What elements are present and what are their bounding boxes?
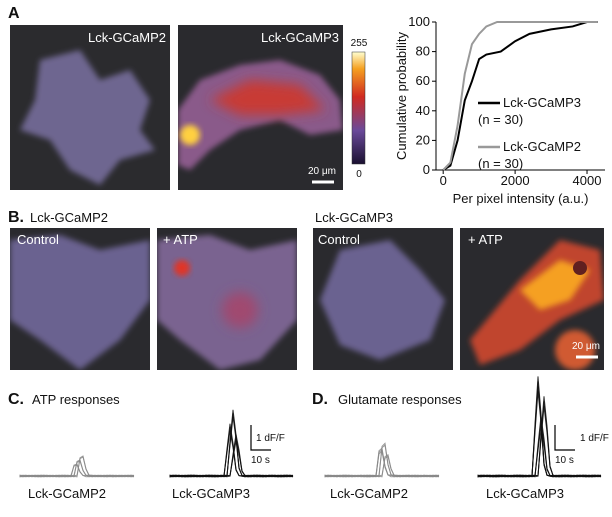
y-tick-label: 40 <box>416 103 430 118</box>
y-tick-label: 100 <box>408 14 430 29</box>
group-label: Lck-GCaMP3 <box>315 210 393 225</box>
y-axis-label: Cumulative probability <box>394 32 409 160</box>
trace <box>324 453 440 478</box>
group-label: Lck-GCaMP2 <box>30 210 108 225</box>
image <box>10 228 150 370</box>
scale-bar <box>554 425 575 451</box>
scale-bar <box>250 425 271 451</box>
image-label: Control <box>318 232 360 247</box>
legend-label: Lck-GCaMP3 <box>503 95 581 110</box>
scale-label: 1 dF/F <box>256 433 285 444</box>
trace <box>477 376 602 478</box>
image <box>157 228 297 370</box>
x-tick-label: 4000 <box>573 173 602 188</box>
y-tick-label: 60 <box>416 73 430 88</box>
trace <box>477 416 602 478</box>
panel-title: ATP responses <box>32 392 120 407</box>
trace <box>169 434 294 478</box>
y-tick-label: 20 <box>416 132 430 147</box>
image-label: + ATP <box>468 232 503 247</box>
x-tick-label: 2000 <box>501 173 530 188</box>
panel-label: A <box>8 5 20 22</box>
image-label: Lck-GCaMP3 <box>261 30 339 45</box>
series-line <box>442 21 598 171</box>
colorbar-min: 0 <box>356 169 362 180</box>
trace <box>324 447 440 478</box>
panel-label: D. <box>312 391 328 408</box>
series-line <box>442 21 598 171</box>
image-label: + ATP <box>163 232 198 247</box>
trace-label: Lck-GCaMP2 <box>330 486 408 501</box>
colorbar-max: 255 <box>351 38 368 49</box>
panel-label: C. <box>8 391 24 408</box>
trace <box>169 440 294 478</box>
legend-note: (n = 30) <box>478 112 523 127</box>
y-tick-label: 80 <box>416 44 430 59</box>
trace <box>19 455 135 478</box>
cdf-chart: 0 20 40 60 80 100 0 2000 4000 Per pixel intensity… <box>394 14 605 206</box>
image-label: Lck-GCaMP2 <box>88 30 166 45</box>
scale-label: 10 s <box>251 455 270 466</box>
image <box>178 25 343 190</box>
colorbar <box>351 51 366 165</box>
scale-label: 10 s <box>555 455 574 466</box>
legend-note: (n = 30) <box>478 156 523 171</box>
scale-label: 1 dF/F <box>580 433 609 444</box>
image-label: Control <box>17 232 59 247</box>
panel-label: B. <box>8 209 24 226</box>
x-axis-label: Per pixel intensity (a.u.) <box>453 191 589 206</box>
scale-bar-label: 20 μm <box>308 166 336 177</box>
x-tick-label: 0 <box>440 173 447 188</box>
trace-label: Lck-GCaMP3 <box>486 486 564 501</box>
trace-label: Lck-GCaMP2 <box>28 486 106 501</box>
image <box>313 228 453 370</box>
y-tick-label: 0 <box>423 162 430 177</box>
scale-bar-label: 20 μm <box>572 341 600 352</box>
panel-title: Glutamate responses <box>338 392 462 407</box>
image <box>460 228 604 370</box>
legend-label: Lck-GCaMP2 <box>503 139 581 154</box>
image <box>10 25 170 190</box>
trace-label: Lck-GCaMP3 <box>172 486 250 501</box>
traces <box>19 376 602 478</box>
